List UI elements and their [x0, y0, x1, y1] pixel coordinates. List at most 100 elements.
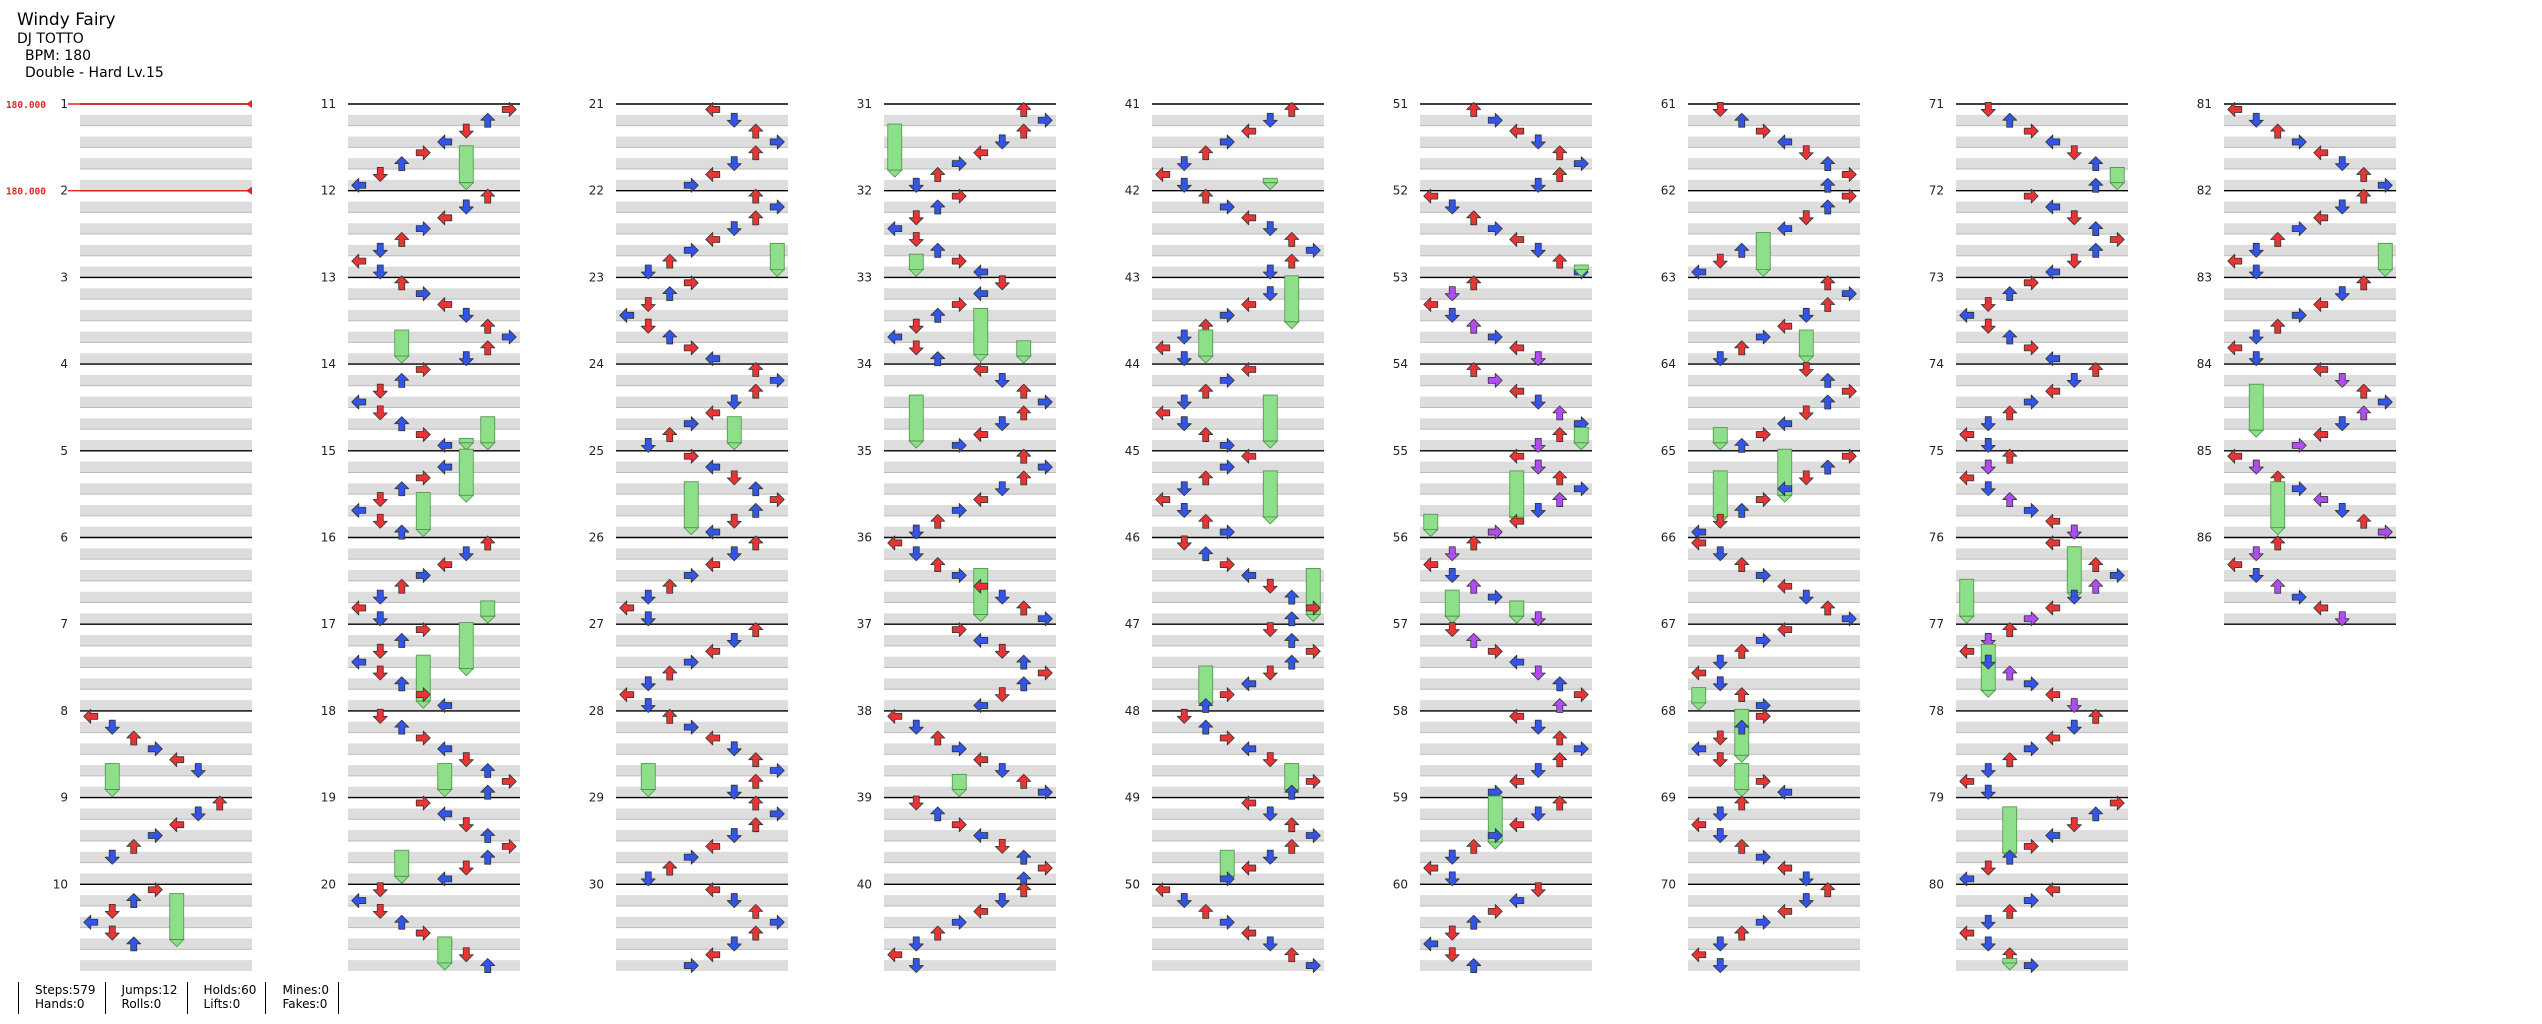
- arrow-shape: [769, 372, 785, 388]
- arrow-down: [1980, 860, 1996, 876]
- arrow-up: [1466, 275, 1482, 291]
- arrow-left: [351, 893, 367, 908]
- beat-band: [348, 635, 520, 646]
- arrow-up: [2088, 221, 2104, 237]
- arrow-up: [1552, 492, 1568, 507]
- arrow-shape: [190, 763, 206, 778]
- beat-band: [1420, 353, 1592, 365]
- measure-70: 70: [1661, 877, 1860, 971]
- beat-band: [348, 244, 520, 256]
- beat-band: [884, 483, 1056, 495]
- beat-band: [80, 114, 252, 126]
- beat-band: [616, 136, 788, 148]
- measure-number: 50: [1125, 877, 1140, 891]
- arrow-left: [705, 947, 721, 963]
- arrow-shape: [1241, 795, 1257, 811]
- beat-band: [80, 591, 252, 603]
- measure-number: 61: [1661, 97, 1676, 111]
- arrow-left: [83, 914, 99, 930]
- beat-band: [1956, 309, 2128, 321]
- arrow-shape: [1552, 752, 1568, 768]
- arrow-shape: [1530, 882, 1546, 898]
- beat-band: [80, 483, 252, 495]
- measure-68: 68: [1661, 704, 1860, 798]
- arrow-right: [2023, 123, 2039, 139]
- arrow-shape: [1734, 719, 1750, 735]
- beat-band: [1688, 439, 1860, 451]
- arrow-right: [683, 958, 699, 973]
- arrow-left: [2313, 600, 2329, 616]
- arrow-shape: [501, 773, 517, 789]
- arrow-shape: [1820, 275, 1836, 291]
- beat-band: [80, 873, 252, 885]
- beat-band: [2224, 613, 2396, 625]
- beat-band: [80, 700, 252, 711]
- beat-band: [884, 548, 1056, 560]
- arrow-up: [394, 578, 410, 594]
- arrow-shape: [908, 177, 924, 193]
- hold-note: [1980, 643, 1997, 698]
- beat-band: [348, 136, 520, 148]
- arrow-shape: [1777, 318, 1793, 334]
- arrow-shape: [1820, 177, 1836, 193]
- arrow-down: [458, 817, 474, 833]
- beat-band: [1152, 418, 1324, 430]
- arrow-down: [104, 903, 120, 919]
- arrow-down: [994, 763, 1010, 778]
- arrow-shape: [683, 719, 699, 735]
- arrow-shape: [1509, 383, 1525, 399]
- arrow-shape: [705, 557, 721, 572]
- arrow-shape: [1509, 513, 1525, 529]
- arrow-up: [1466, 838, 1482, 854]
- arrow-right: [769, 763, 785, 778]
- arrow-shape: [2356, 188, 2372, 204]
- hold-note: [1508, 600, 1525, 624]
- arrow-shape: [640, 871, 656, 887]
- arrow-shape: [2334, 611, 2350, 627]
- arrow-shape: [908, 210, 924, 226]
- arrow-shape: [1016, 383, 1032, 399]
- arrow-down: [1980, 936, 1996, 952]
- beat-band: [1420, 851, 1592, 863]
- beat-band: [616, 700, 788, 711]
- arrow-shape: [458, 546, 474, 562]
- arrow-shape: [705, 459, 721, 475]
- arrow-right: [415, 687, 431, 703]
- arrow-left: [619, 687, 635, 703]
- arrow-right: [769, 372, 785, 388]
- arrow-shape: [1820, 600, 1836, 616]
- hold-body: [1573, 427, 1589, 444]
- arrow-down: [726, 221, 742, 237]
- beat-band: [1420, 635, 1592, 646]
- hold-tail: [1690, 702, 1707, 711]
- arrow-down: [908, 318, 924, 334]
- beat-band: [884, 743, 1056, 755]
- beat-band: [884, 613, 1056, 625]
- arrow-left: [1155, 167, 1171, 182]
- measure-number: 86: [2197, 531, 2212, 545]
- hold-note: [104, 763, 121, 798]
- beat-band: [80, 656, 252, 668]
- arrow-left: [973, 698, 989, 713]
- arrow-up: [480, 849, 496, 865]
- arrow-down: [908, 177, 924, 193]
- arrow-shape: [2045, 730, 2061, 746]
- arrow-down: [2334, 156, 2350, 172]
- arrow-right: [1573, 687, 1589, 703]
- beat-band: [1152, 635, 1324, 646]
- beat-band: [1688, 288, 1860, 300]
- arrow-shape: [1980, 784, 1996, 800]
- arrow-right: [1037, 394, 1053, 410]
- arrow-shape: [1305, 643, 1321, 659]
- arrow-left: [1691, 665, 1707, 681]
- arrow-down: [1712, 752, 1728, 768]
- arrow-up: [2002, 405, 2018, 421]
- beat-band: [1152, 179, 1324, 191]
- arrow-shape: [1423, 557, 1439, 572]
- arrow-right: [1305, 242, 1321, 258]
- hold-tail: [104, 789, 121, 798]
- measure-number: 17: [321, 617, 336, 631]
- arrow-right: [683, 719, 699, 735]
- arrow-shape: [748, 362, 764, 377]
- hold-body: [887, 123, 903, 171]
